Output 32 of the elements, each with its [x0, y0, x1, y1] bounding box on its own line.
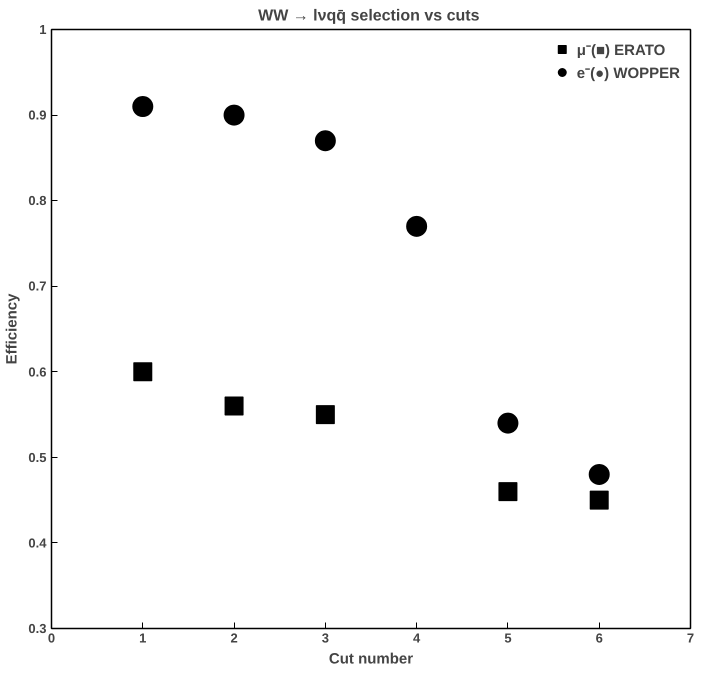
y-tick-label: 0.9 [28, 108, 47, 123]
point [132, 96, 154, 117]
x-tick-label: 5 [504, 630, 512, 646]
x-tick-label: 6 [596, 630, 603, 646]
point [590, 490, 609, 510]
x-tick-label: 0 [48, 630, 56, 646]
point [224, 396, 244, 416]
x-tick-label: 7 [686, 630, 694, 646]
x-tick-label: 2 [230, 630, 238, 646]
point [133, 362, 152, 382]
point [316, 405, 335, 424]
x-tick-label: 1 [139, 630, 146, 646]
point [498, 482, 518, 502]
point [588, 464, 610, 485]
x-tick-label: 4 [413, 630, 422, 646]
y-tick-label: 1 [39, 22, 47, 37]
y-tick-label: 0.5 [28, 450, 47, 465]
y-tick-label: 0.8 [28, 193, 47, 208]
y-tick-label: 0.3 [28, 621, 47, 636]
legend-label: e⁻(●) WOPPER [576, 64, 680, 82]
y-tick-label: 0.7 [28, 278, 47, 294]
x-tick-label: 3 [322, 630, 329, 646]
y-tick-label: 0.6 [28, 364, 47, 380]
point [224, 104, 245, 126]
chart-title: WW → lνqq̄ selection vs cuts [258, 8, 480, 24]
point [497, 412, 518, 434]
point [406, 216, 428, 237]
point [314, 130, 336, 152]
legend-label: μ⁻(■) ERATO [576, 41, 666, 59]
y-axis-title: Efficiency [3, 292, 20, 364]
x-axis-title: Cut number [328, 650, 414, 668]
y-tick-label: 0.4 [28, 535, 48, 550]
